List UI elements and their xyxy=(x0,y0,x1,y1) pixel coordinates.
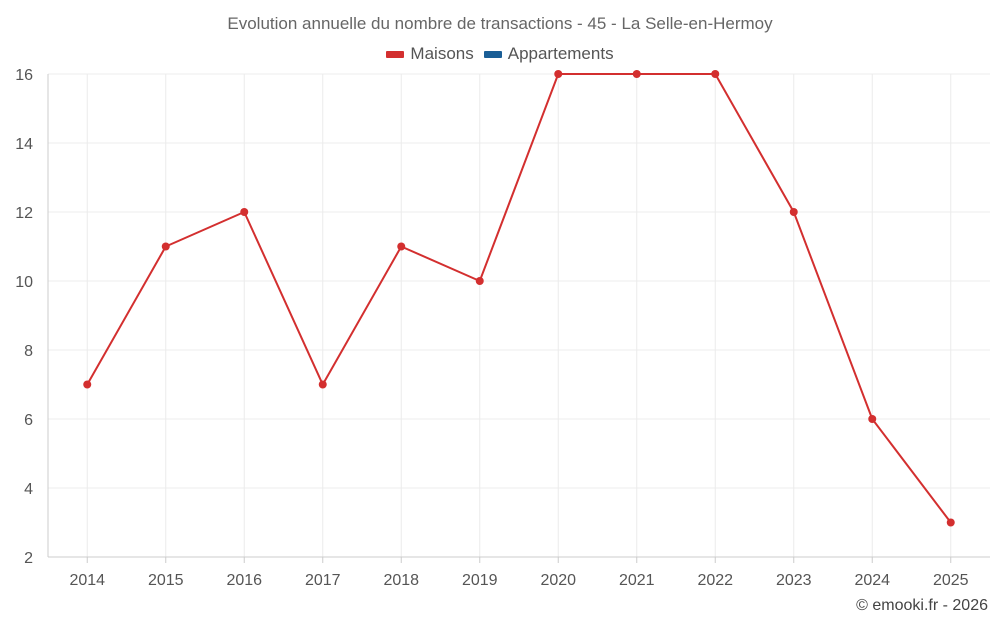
data-point[interactable] xyxy=(554,70,563,78)
copyright-credit: © emooki.fr - 2026 xyxy=(856,597,988,614)
data-point[interactable] xyxy=(318,380,327,389)
axes xyxy=(47,74,990,563)
chart-title: Evolution annuelle du nombre de transact… xyxy=(227,14,773,33)
data-point[interactable] xyxy=(240,208,249,216)
y-tick-label: 6 xyxy=(24,412,33,429)
legend-swatch-maisons xyxy=(386,50,405,58)
x-tick-label: 2025 xyxy=(933,572,969,589)
x-tick-label: 2015 xyxy=(148,572,184,589)
x-axis-ticks: 2014 2015 2016 2017 2018 2019 2020 2021 2022 2023… xyxy=(69,572,968,589)
legend-swatch-appartements xyxy=(483,50,502,58)
chart-legend: Maisons Appartements xyxy=(0,44,1000,64)
series-maisons xyxy=(83,70,955,527)
y-tick-label: 4 xyxy=(24,481,33,498)
data-point[interactable] xyxy=(632,70,641,78)
x-tick-label: 2021 xyxy=(619,572,655,589)
data-point[interactable] xyxy=(868,415,877,423)
y-tick-label: 12 xyxy=(15,205,33,222)
x-tick-label: 2024 xyxy=(854,572,890,589)
x-tick-label: 2019 xyxy=(462,572,498,589)
y-tick-label: 14 xyxy=(15,136,33,153)
data-point[interactable] xyxy=(161,242,170,251)
series-line-maisons xyxy=(86,73,952,524)
legend-label-appartements: Appartements xyxy=(507,44,614,63)
x-tick-label: 2022 xyxy=(697,572,733,589)
x-tick-label: 2018 xyxy=(383,572,419,589)
legend-label-maisons: Maisons xyxy=(410,44,474,63)
x-tick-label: 2014 xyxy=(69,572,105,589)
x-tick-label: 2023 xyxy=(776,572,812,589)
legend-item-appartements[interactable]: Appartements xyxy=(483,44,614,64)
data-point[interactable] xyxy=(946,518,955,527)
x-tick-label: 2016 xyxy=(226,572,262,589)
x-tick-label: 2020 xyxy=(540,572,576,589)
y-axis-ticks: 2 4 6 8 10 12 14 16 xyxy=(15,67,33,567)
y-tick-label: 10 xyxy=(15,274,33,291)
legend-item-maisons[interactable]: Maisons xyxy=(386,44,474,64)
data-point[interactable] xyxy=(475,277,484,285)
grid-lines xyxy=(48,73,990,558)
data-point[interactable] xyxy=(789,208,798,216)
data-point[interactable] xyxy=(397,242,406,251)
x-tick-label: 2017 xyxy=(305,572,341,589)
y-tick-label: 8 xyxy=(24,343,33,360)
y-tick-label: 16 xyxy=(15,67,33,84)
y-tick-label: 2 xyxy=(24,550,33,567)
data-point[interactable] xyxy=(83,380,92,389)
data-point[interactable] xyxy=(711,70,720,78)
